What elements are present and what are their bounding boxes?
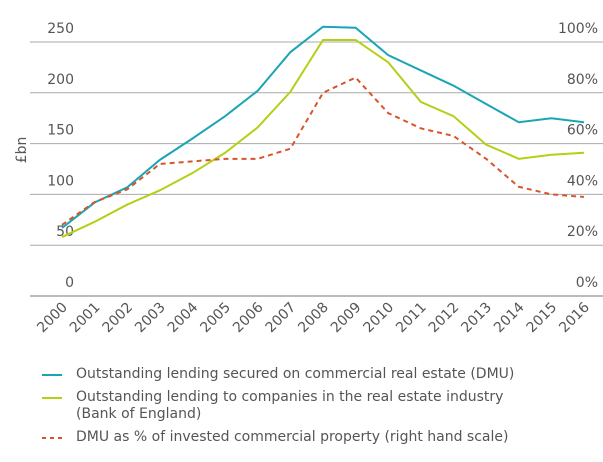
y-tick-label: 250 [47, 21, 74, 37]
y2-tick-label: 20% [567, 224, 598, 240]
x-tick-label: 2007 [263, 300, 300, 337]
legend: Outstanding lending secured on commercia… [40, 366, 540, 452]
legend-label: Outstanding lending secured on commercia… [76, 366, 515, 382]
x-tick-label: 2012 [426, 300, 463, 337]
legend-swatch [42, 397, 62, 399]
y-tick-label: 200 [47, 72, 74, 88]
y2-tick-label: 60% [567, 123, 598, 139]
legend-swatch [42, 374, 62, 376]
x-tick-label: 2003 [132, 300, 169, 337]
x-tick-label: 2013 [458, 300, 495, 337]
legend-label: Outstanding lending to companies in the … [76, 389, 504, 422]
y2-tick-label: 0% [576, 275, 598, 291]
plot: £bn 0 50 100 150 200 250 0% 20% 40% 60% 80% 100% 200… [14, 21, 603, 337]
y2-tick-label: 40% [567, 173, 598, 189]
y-tick-label: 100 [47, 173, 74, 189]
x-tick-label: 2009 [328, 300, 365, 337]
legend-item: Outstanding lending secured on commercia… [40, 366, 540, 383]
y2-tick-label: 100% [558, 21, 598, 37]
x-tick-label: 2000 [34, 300, 71, 337]
x-tick-label: 2002 [100, 300, 137, 337]
series-line [61, 38, 585, 238]
y-tick-label: 50 [56, 224, 74, 240]
x-tick-label: 2006 [230, 299, 267, 336]
series-line [61, 76, 585, 226]
y-tick-label: 0 [65, 275, 74, 291]
x-tick-label: 2011 [393, 300, 430, 337]
x-tick-label: 2016 [556, 299, 593, 336]
legend-item: Outstanding lending to companies in the … [40, 389, 540, 423]
x-tick-label: 2014 [491, 299, 528, 336]
x-tick-label: 2001 [67, 300, 104, 337]
x-tick-label: 2010 [361, 300, 398, 337]
legend-label: DMU as % of invested commercial property… [76, 429, 509, 445]
legend-item: DMU as % of invested commercial property… [40, 429, 540, 446]
y-tick-label: 150 [47, 123, 74, 139]
x-tick-label: 2008 [295, 300, 332, 337]
series-line [61, 25, 585, 229]
x-tick-label: 2005 [197, 300, 234, 337]
y-axis-label: £bn [14, 137, 30, 164]
x-tick-label: 2015 [524, 300, 561, 337]
y2-tick-label: 80% [567, 72, 598, 88]
legend-swatch [42, 437, 62, 439]
x-tick-label: 2004 [165, 299, 202, 336]
